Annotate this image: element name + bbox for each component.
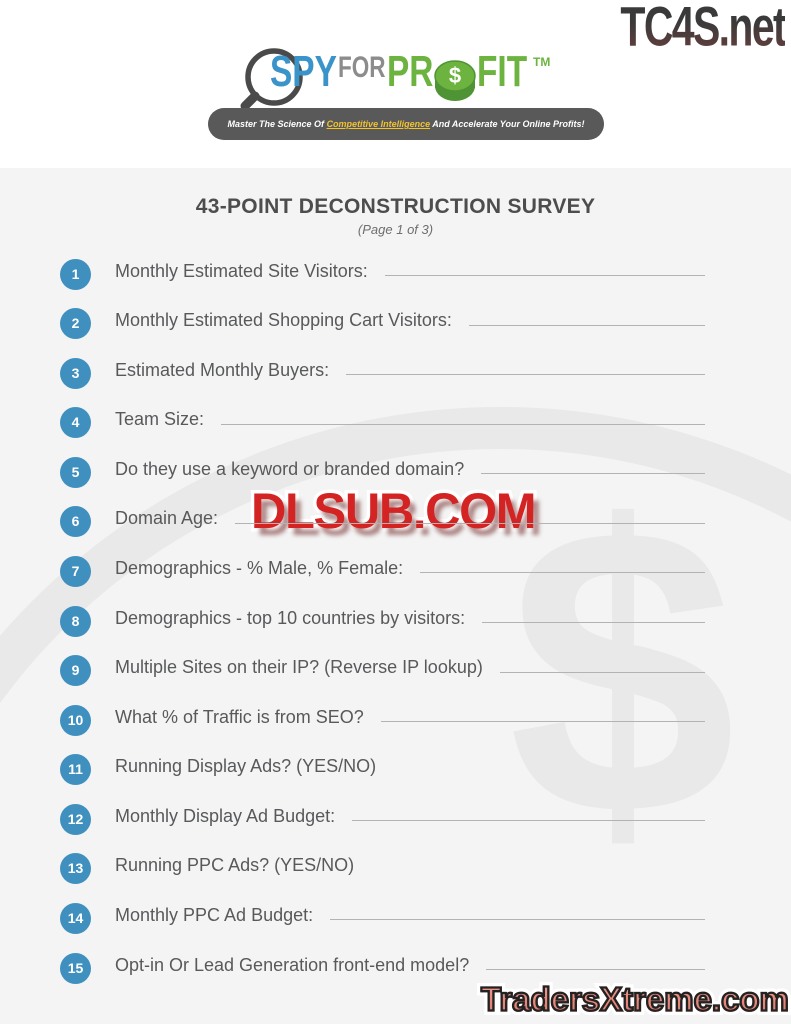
svg-text:$: $ <box>449 63 461 88</box>
